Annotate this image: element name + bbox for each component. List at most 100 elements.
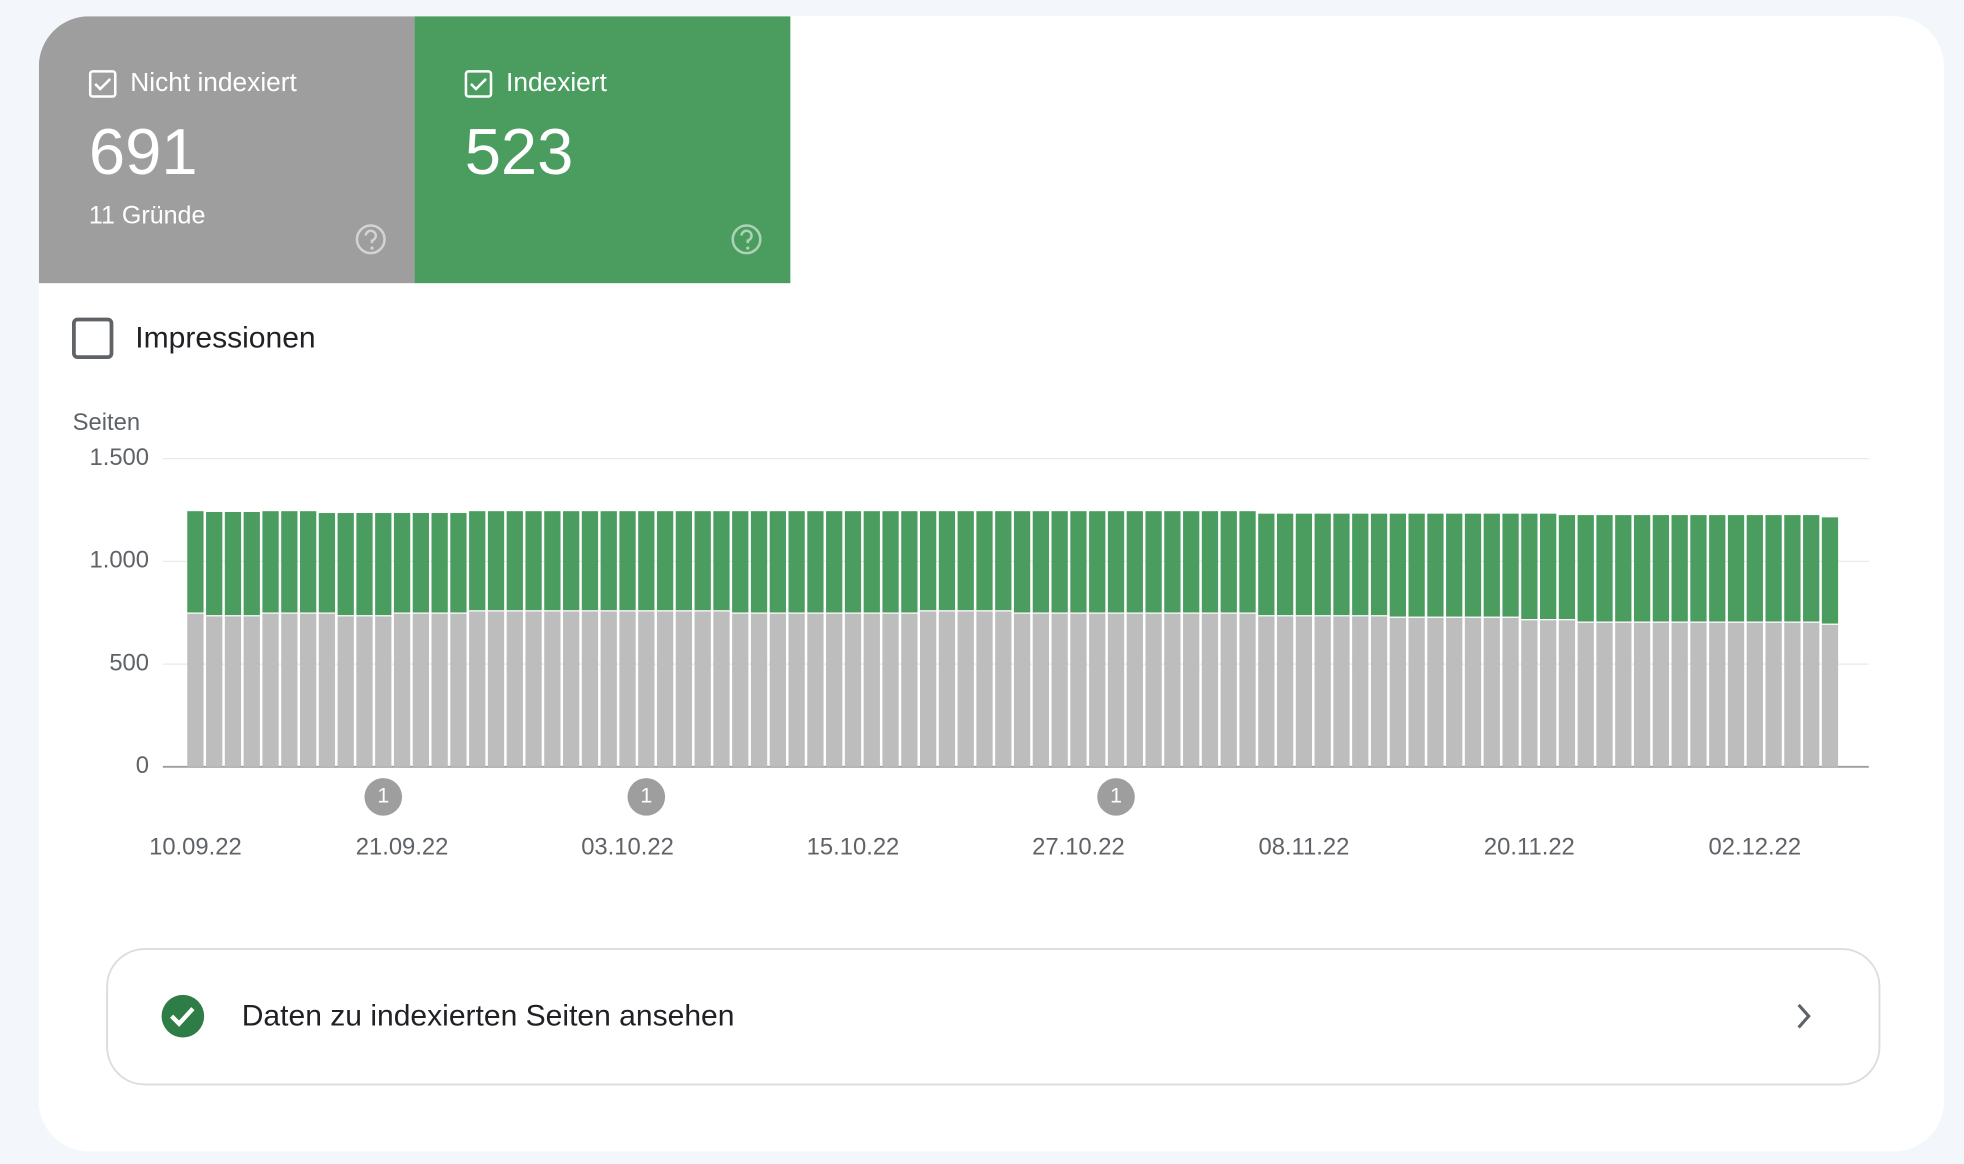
bar-segment xyxy=(1089,511,1106,613)
bar-segment xyxy=(1107,511,1125,613)
bar-segment xyxy=(1615,622,1632,767)
bar-segment xyxy=(1427,513,1444,617)
bar-segment xyxy=(938,511,956,611)
bar-segment xyxy=(1126,613,1143,767)
bar-segment xyxy=(1558,620,1576,767)
x-tick-label: 02.12.22 xyxy=(1709,834,1802,861)
bar-segment xyxy=(732,511,749,613)
bar-segment xyxy=(1183,511,1200,613)
bar-segment xyxy=(863,613,880,767)
bar-segment xyxy=(243,616,260,767)
bar-segment xyxy=(1239,613,1256,767)
bar-segment xyxy=(995,511,1012,611)
bar-segment xyxy=(1352,616,1369,767)
annotation-label: 1 xyxy=(377,784,389,808)
bar-segment xyxy=(1164,511,1181,613)
bar-segment xyxy=(1013,613,1031,767)
bar-segment xyxy=(882,613,899,767)
help-dot xyxy=(370,246,374,250)
bar-segment xyxy=(375,616,392,767)
bar-segment xyxy=(1389,617,1406,767)
bar-segment xyxy=(1709,622,1726,767)
bar-segment xyxy=(544,611,561,767)
bar-segment xyxy=(506,511,523,611)
bar-segment xyxy=(638,611,655,767)
bar-segment xyxy=(412,513,429,613)
y-tick-label: 500 xyxy=(109,649,149,676)
tile-value: 523 xyxy=(465,115,574,188)
impressions-checkbox[interactable] xyxy=(72,317,114,359)
bar-segment xyxy=(544,511,561,611)
bar-segment xyxy=(1051,511,1068,613)
check xyxy=(470,78,487,91)
bar-segment xyxy=(469,611,486,767)
bar-segment xyxy=(1727,622,1745,767)
bar-segment xyxy=(732,613,749,767)
bar-segment xyxy=(675,611,693,767)
bar-segment xyxy=(450,513,467,613)
bar-segment xyxy=(431,613,448,767)
tile-indexed[interactable] xyxy=(414,16,791,284)
success-check xyxy=(170,1007,195,1027)
bar-segment xyxy=(807,613,824,767)
checkbox[interactable] xyxy=(88,70,117,98)
bar-segment xyxy=(281,613,298,767)
bar-segment xyxy=(450,613,467,767)
bar-segment xyxy=(375,513,392,616)
bar-segment xyxy=(1596,622,1613,767)
bar-segment xyxy=(1596,515,1613,622)
bar-segment xyxy=(1709,515,1726,622)
tile-not-indexed[interactable] xyxy=(38,16,415,284)
bar-segment xyxy=(638,511,655,611)
bar-segment xyxy=(299,511,317,613)
bar-segment xyxy=(995,611,1012,767)
bar-segment xyxy=(356,513,373,616)
bar-segment xyxy=(1633,515,1651,622)
bar-segment xyxy=(393,613,411,767)
impressions-label[interactable]: Impressionen xyxy=(135,321,315,354)
bar-segment xyxy=(431,513,448,613)
bar-segment xyxy=(337,513,354,616)
help-icon[interactable] xyxy=(731,224,762,255)
bar-segment xyxy=(1126,511,1143,613)
bar-segment xyxy=(1164,613,1181,767)
bar-segment xyxy=(1145,613,1162,767)
y-axis-label: Seiten xyxy=(73,409,140,436)
bar-segment xyxy=(563,511,580,611)
bar-segment xyxy=(750,511,768,613)
bar-segment xyxy=(1032,613,1050,767)
tile-detail: 11 Gründe xyxy=(89,201,205,229)
success-icon xyxy=(161,994,205,1038)
bar-segment xyxy=(1295,616,1313,767)
bar-segment xyxy=(694,511,711,611)
bar-segment xyxy=(826,511,843,613)
bar-segment xyxy=(844,613,862,767)
help-icon[interactable] xyxy=(355,224,386,255)
bar-segment xyxy=(1727,515,1745,622)
bar-segment xyxy=(882,511,899,613)
annotation-marker xyxy=(627,778,666,816)
bar-segment xyxy=(206,512,223,616)
bar-segment xyxy=(1220,511,1237,613)
bar-segment xyxy=(713,611,730,767)
bar-segment xyxy=(1464,513,1482,617)
y-tick-label: 1.500 xyxy=(90,444,150,471)
bar-segment xyxy=(506,611,523,767)
checkbox[interactable] xyxy=(464,70,493,98)
bar-segment xyxy=(525,611,542,767)
bar-segment xyxy=(1408,513,1425,617)
bar-segment xyxy=(844,511,862,613)
bar-segment xyxy=(1690,515,1707,622)
bar-segment xyxy=(863,511,880,613)
bar-segment xyxy=(1540,620,1557,767)
bar-segment xyxy=(938,611,956,767)
bar-segment xyxy=(1201,613,1219,767)
bar-segment xyxy=(1671,622,1688,767)
help-glyph xyxy=(740,229,753,244)
bar-segment xyxy=(694,611,711,767)
tile-label: Nicht indexiert xyxy=(130,67,297,97)
bar-segment xyxy=(1502,513,1519,617)
link-button[interactable] xyxy=(106,948,1881,1086)
x-tick-label: 21.09.22 xyxy=(356,834,449,861)
bar-segment xyxy=(1803,515,1820,622)
